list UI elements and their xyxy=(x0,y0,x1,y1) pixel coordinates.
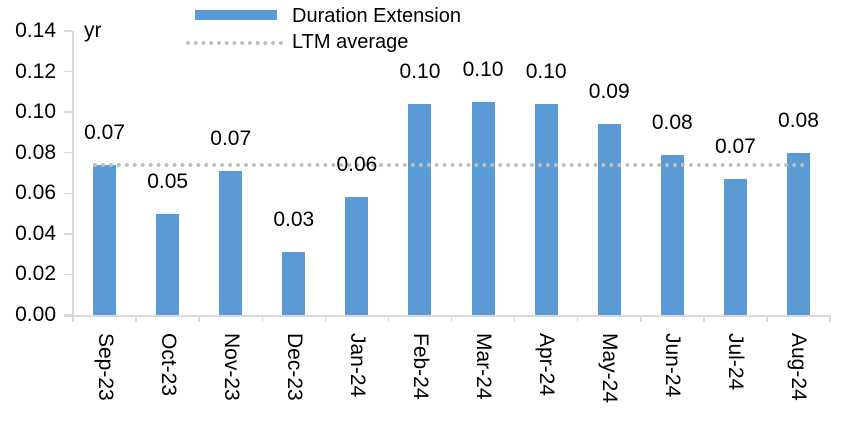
x-axis-tick xyxy=(766,315,768,322)
x-axis-tick xyxy=(135,315,137,322)
legend-label-ltm-average: LTM average xyxy=(292,31,409,53)
x-axis-tick xyxy=(640,315,642,322)
bar-value-label: 0.08 xyxy=(651,110,693,134)
bar xyxy=(345,197,369,315)
y-axis-tick-label: 0.06 xyxy=(15,181,56,205)
bar xyxy=(156,213,180,315)
bar xyxy=(723,179,747,315)
x-axis-tick xyxy=(513,315,516,322)
x-axis-tick xyxy=(387,315,390,322)
x-axis-label: Sep-23 xyxy=(93,333,117,401)
legend-label-duration-extension: Duration Extension xyxy=(292,5,461,27)
y-axis-tick xyxy=(64,192,72,195)
x-axis-label: Aug-24 xyxy=(787,333,811,401)
y-axis-tick-label: 0.04 xyxy=(15,221,56,245)
x-axis-tick xyxy=(829,315,831,322)
bar-value-label: 0.07 xyxy=(714,135,756,159)
x-axis-label: Jan-24 xyxy=(345,333,369,398)
bar-value-label: 0.08 xyxy=(778,108,819,132)
bar xyxy=(534,104,558,315)
x-axis-tick xyxy=(198,315,200,322)
y-axis-tick xyxy=(64,151,72,154)
y-axis-tick xyxy=(64,30,72,32)
bar xyxy=(93,164,117,315)
y-axis-tick xyxy=(64,233,72,235)
y-axis-tick-label: 0.12 xyxy=(15,59,56,83)
y-axis-tick-label: 0.00 xyxy=(15,303,56,326)
bar-value-label: 0.10 xyxy=(462,58,504,81)
bar xyxy=(660,154,684,315)
bar xyxy=(597,124,621,315)
bar-value-label: 0.06 xyxy=(336,153,378,177)
bar xyxy=(282,252,306,315)
bar xyxy=(408,104,432,315)
x-axis-label: Dec-23 xyxy=(282,333,306,401)
bar-value-label: 0.05 xyxy=(147,169,189,193)
x-axis-tick xyxy=(72,315,74,322)
bar-value-label: 0.07 xyxy=(210,126,252,150)
bar-value-label: 0.10 xyxy=(525,60,567,84)
x-axis-label: Oct-23 xyxy=(156,333,180,397)
x-axis-tick xyxy=(450,315,453,322)
x-axis-tick xyxy=(261,315,263,322)
bar-value-label: 0.07 xyxy=(84,120,125,144)
y-axis-tick xyxy=(64,111,72,113)
ltm-average-line xyxy=(92,162,806,167)
y-axis-tick-label: 0.08 xyxy=(15,140,56,164)
x-axis-label: Jun-24 xyxy=(661,333,685,398)
x-axis-label: Nov-23 xyxy=(219,333,243,401)
x-axis-line xyxy=(64,314,831,317)
x-axis-label: Apr-24 xyxy=(535,333,559,397)
bar-value-label: 0.03 xyxy=(273,208,315,232)
bar-value-label: 0.10 xyxy=(399,60,441,84)
y-axis-tick-label: 0.14 xyxy=(15,19,56,42)
x-axis-tick xyxy=(703,315,705,322)
legend-dotted-line-swatch-icon xyxy=(186,41,283,45)
x-axis-label: Jul-24 xyxy=(724,333,748,391)
x-axis-label: Feb-24 xyxy=(408,333,432,400)
legend-bar-swatch-icon xyxy=(195,10,277,20)
x-axis-label: Mar-24 xyxy=(472,333,496,400)
bar xyxy=(219,170,243,315)
x-axis-tick xyxy=(576,315,579,322)
y-axis-tick xyxy=(64,70,72,73)
y-axis-tick xyxy=(64,273,72,276)
x-axis-tick xyxy=(324,315,327,322)
y-axis-line xyxy=(72,31,74,315)
x-axis-label: May-24 xyxy=(598,333,622,404)
bar-value-label: 0.09 xyxy=(588,80,630,104)
bar xyxy=(786,152,810,315)
y-axis-tick-label: 0.02 xyxy=(15,262,56,286)
y-axis-unit-label: yr xyxy=(84,19,102,42)
y-axis-tick-label: 0.10 xyxy=(15,100,56,124)
y-axis-tick xyxy=(64,314,72,316)
bar xyxy=(471,102,495,315)
